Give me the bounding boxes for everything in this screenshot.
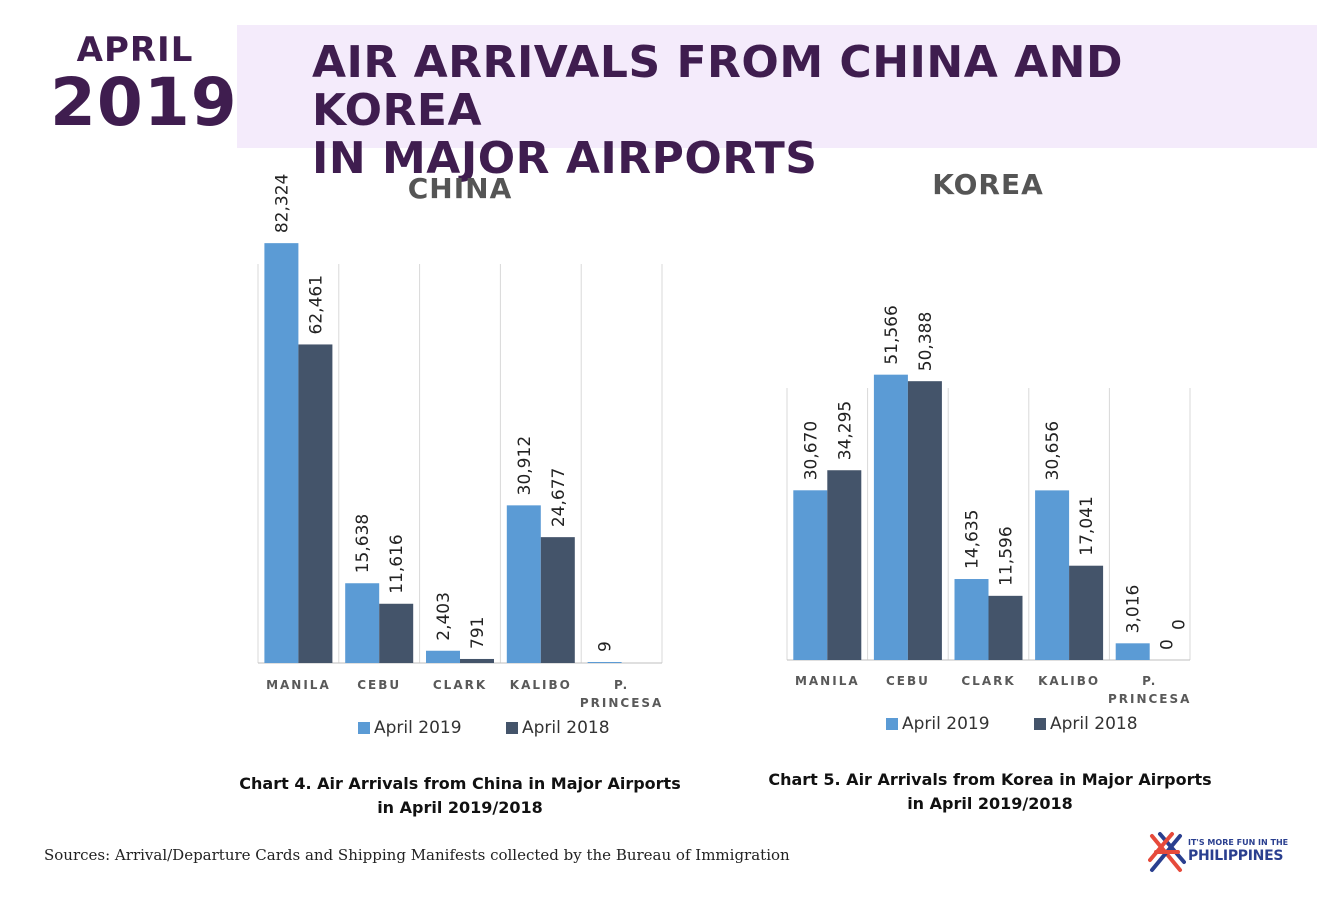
philippines-logo: IT'S MORE FUN IN THE PHILIPPINES — [1148, 830, 1298, 880]
page-title-line-1: AIR ARRIVALS FROM CHINA AND KOREA — [312, 37, 1123, 136]
china-bar — [540, 537, 575, 663]
china-data-label: 15,638 — [353, 514, 373, 573]
korea-data-label: 17,041 — [1077, 496, 1097, 555]
china-chart-title: CHINA — [408, 172, 513, 205]
korea-bar — [1035, 490, 1070, 660]
korea-data-label: 11,596 — [997, 526, 1017, 585]
korea-chart-title: KOREA — [932, 168, 1044, 201]
china-category-label: PRINCESA — [580, 696, 663, 710]
korea-data-label: 0 — [1170, 619, 1190, 630]
page-title: AIR ARRIVALS FROM CHINA AND KOREA IN MAJ… — [312, 39, 1302, 183]
china-data-label: 82,324 — [272, 174, 292, 233]
korea-bar — [1069, 565, 1104, 660]
china-data-label: 30,912 — [515, 436, 535, 495]
page-title-line-2: IN MAJOR AIRPORTS — [312, 133, 818, 184]
korea-category-label: P. — [1142, 674, 1157, 688]
badge-month: APRIL — [76, 30, 194, 70]
china-category-label: CEBU — [357, 678, 401, 692]
china-data-label: 24,677 — [549, 468, 569, 527]
china-legend-swatch — [506, 722, 518, 734]
china-bar — [345, 583, 380, 663]
korea-data-label: 30,670 — [801, 421, 821, 480]
china-category-label: CLARK — [433, 678, 487, 692]
korea-data-label: 34,295 — [835, 401, 855, 460]
china-category-label: KALIBO — [510, 678, 572, 692]
china-bar — [460, 658, 494, 663]
korea-legend-label: April 2018 — [1050, 714, 1138, 734]
korea-caption-line-2: in April 2019/2018 — [907, 794, 1073, 813]
korea-category-label: CEBU — [886, 674, 930, 688]
china-data-label: 2,403 — [434, 592, 454, 641]
korea-bar — [954, 579, 989, 660]
korea-bar — [907, 381, 942, 660]
korea-bar — [988, 595, 1023, 660]
korea-bar — [793, 490, 828, 660]
china-bar — [264, 243, 299, 664]
china-legend-swatch — [358, 722, 370, 734]
sources-note: Sources: Arrival/Departure Cards and Shi… — [44, 846, 790, 864]
woven-cross-icon — [1148, 832, 1186, 872]
korea-category-label: KALIBO — [1038, 674, 1100, 688]
korea-legend-swatch — [886, 718, 898, 730]
date-badge: APRIL 2019 — [50, 30, 238, 141]
china-caption-line-2: in April 2019/2018 — [377, 798, 543, 817]
korea-data-label: 30,656 — [1043, 421, 1063, 480]
korea-bar — [1115, 643, 1150, 660]
china-chart-caption: Chart 4. Air Arrivals from China in Majo… — [210, 772, 710, 820]
logo-brand: PHILIPPINES — [1188, 848, 1284, 864]
china-bar — [379, 603, 414, 663]
korea-legend-label: April 2019 — [902, 714, 990, 734]
korea-category-label: CLARK — [961, 674, 1015, 688]
korea-data-label: 14,635 — [963, 510, 983, 569]
korea-category-label: MANILA — [795, 674, 860, 688]
korea-data-label: 0 — [1158, 639, 1178, 650]
china-bar — [506, 505, 541, 663]
logo-tagline: IT'S MORE FUN IN THE — [1188, 838, 1289, 847]
korea-bar — [873, 374, 908, 660]
title-band: AIR ARRIVALS FROM CHINA AND KOREA IN MAJ… — [237, 25, 1317, 183]
korea-data-label: 3,016 — [1124, 585, 1144, 634]
korea-data-label: 50,388 — [916, 312, 936, 371]
china-legend-label: April 2019 — [374, 718, 462, 738]
china-category-label: MANILA — [266, 678, 331, 692]
china-data-label: 791 — [468, 617, 488, 649]
china-caption-line-1: Chart 4. Air Arrivals from China in Majo… — [239, 774, 681, 793]
korea-chart-caption: Chart 5. Air Arrivals from Korea in Majo… — [740, 768, 1240, 816]
korea-caption-line-1: Chart 5. Air Arrivals from Korea in Majo… — [768, 770, 1212, 789]
china-data-label: 62,461 — [306, 275, 326, 334]
china-legend-label: April 2018 — [522, 718, 610, 738]
china-category-label: P. — [614, 678, 629, 692]
korea-data-label: 51,566 — [882, 305, 902, 364]
china-data-label: 9 — [596, 641, 616, 652]
china-bar — [426, 650, 460, 663]
china-data-label: 11,616 — [387, 534, 407, 593]
korea-legend-swatch — [1034, 718, 1046, 730]
korea-category-label: PRINCESA — [1108, 692, 1191, 706]
badge-year: 2019 — [50, 64, 238, 141]
china-bar — [298, 344, 333, 663]
china-bar — [587, 662, 622, 663]
korea-bar — [827, 470, 862, 660]
